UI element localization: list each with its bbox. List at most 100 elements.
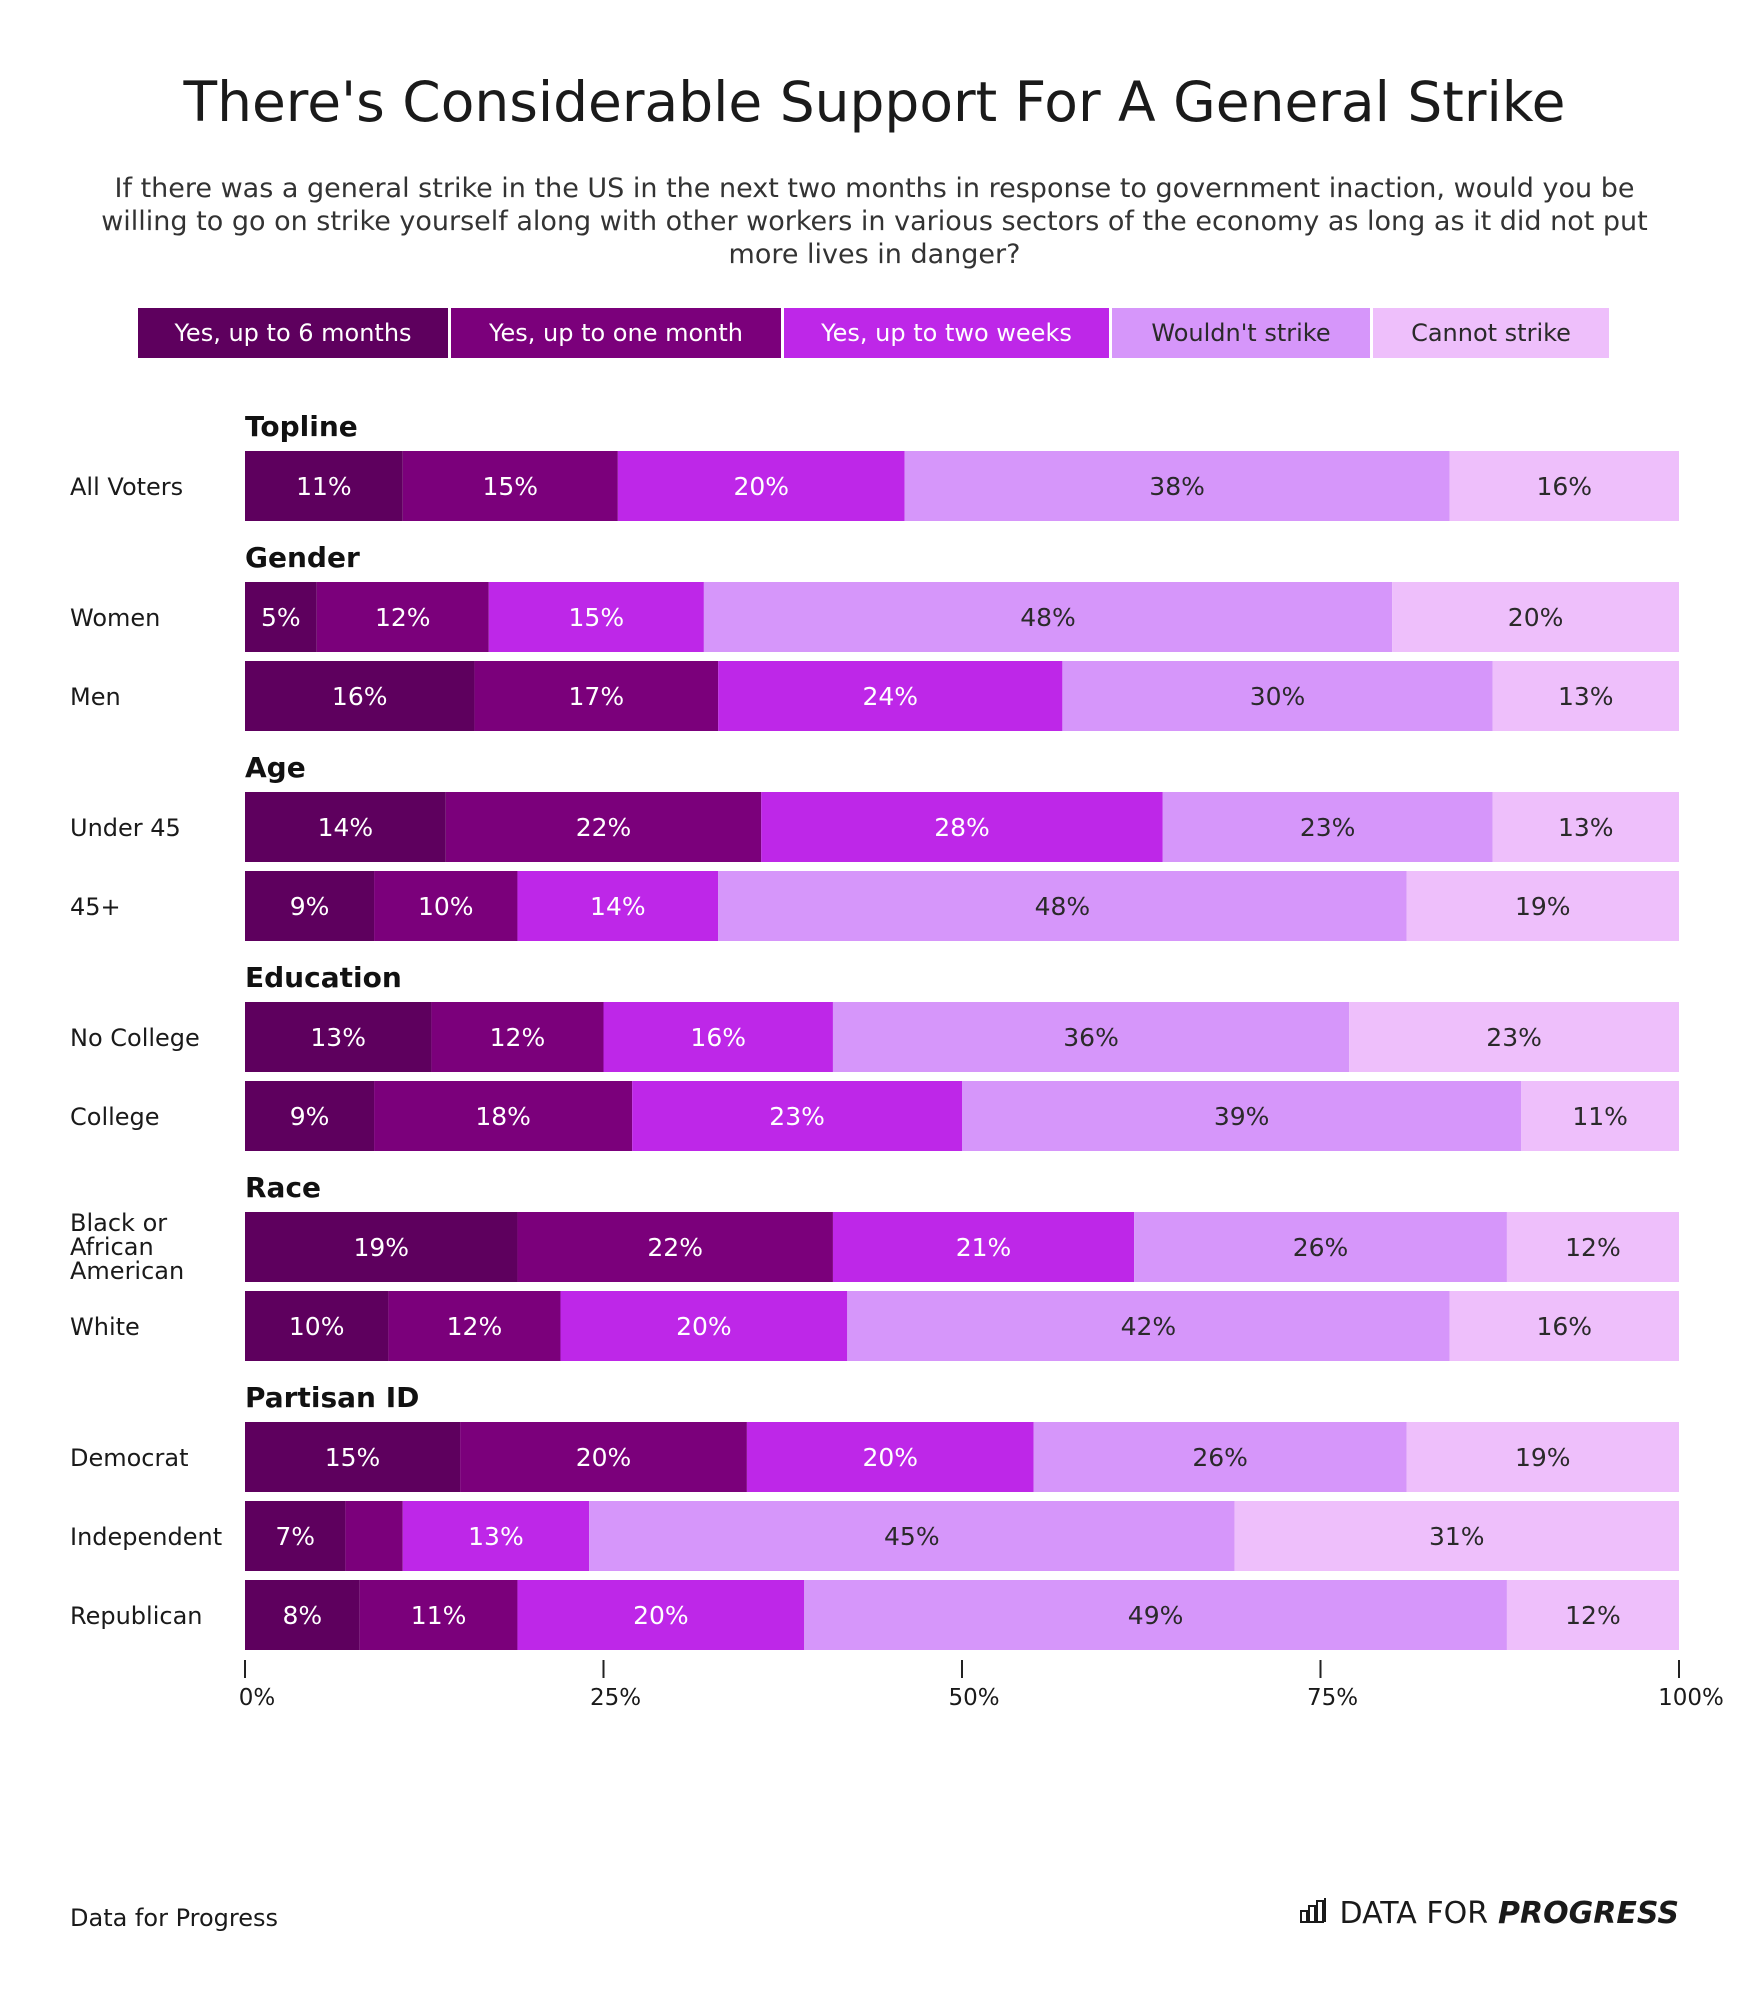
- bar-segment: [1521, 1081, 1679, 1151]
- bar-segment: [632, 1081, 962, 1151]
- data-label: 15%: [483, 472, 539, 501]
- data-label: 12%: [447, 1312, 503, 1341]
- bar-segment: [474, 661, 719, 731]
- bar-segment: [374, 1081, 633, 1151]
- data-label: 14%: [590, 892, 646, 921]
- bar-segment: [445, 792, 762, 862]
- data-label: 48%: [1020, 603, 1076, 632]
- bar-segment: [904, 451, 1450, 521]
- row-label: No College: [70, 1024, 200, 1052]
- legend-item-cannot-strike: Cannot strike: [1373, 308, 1609, 358]
- data-label: 24%: [863, 682, 919, 711]
- bar-segment: [761, 792, 1163, 862]
- bar-segment: [603, 1002, 833, 1072]
- data-label: 11%: [1572, 1102, 1628, 1131]
- data-label: 23%: [769, 1102, 825, 1131]
- row-label: Black or African American: [70, 1209, 184, 1285]
- row-label: White: [70, 1313, 140, 1341]
- row-label: Independent: [70, 1523, 222, 1551]
- bar-segment: [245, 1580, 360, 1650]
- bar-segment: [1162, 792, 1493, 862]
- data-label: 28%: [934, 813, 990, 842]
- bar-segment: [703, 582, 1393, 652]
- legend-item-yes-one-month: Yes, up to one month: [451, 308, 781, 358]
- data-label: 31%: [1429, 1522, 1485, 1551]
- row-label: Republican: [70, 1602, 203, 1630]
- bar-segment: [460, 1422, 747, 1492]
- data-label: 26%: [1293, 1233, 1349, 1262]
- data-label: 18%: [475, 1102, 531, 1131]
- bar-segment: [402, 1501, 590, 1571]
- bar-segment: [374, 871, 518, 941]
- data-label: 20%: [733, 472, 789, 501]
- data-label: 14%: [318, 813, 374, 842]
- data-label: 21%: [956, 1233, 1012, 1262]
- bar-segment: [1492, 792, 1679, 862]
- row-label: Under 45: [70, 814, 181, 842]
- group-header: Partisan ID: [245, 1381, 419, 1414]
- data-label: 16%: [690, 1023, 746, 1052]
- data-label: 11%: [296, 472, 352, 501]
- data-label: 13%: [1558, 682, 1614, 711]
- x-tick-label: 75%: [1307, 1685, 1358, 1711]
- data-label: 39%: [1214, 1102, 1270, 1131]
- bar-segment: [1506, 1580, 1679, 1650]
- bar-segment: [962, 1081, 1522, 1151]
- row-label: Men: [70, 683, 121, 711]
- bar-segment: [245, 1422, 461, 1492]
- bar-segment: [359, 1580, 518, 1650]
- data-label: 17%: [569, 682, 625, 711]
- bar-segment: [560, 1291, 848, 1361]
- data-label: 38%: [1149, 472, 1205, 501]
- bar-segment: [804, 1580, 1507, 1650]
- data-label: 12%: [1565, 1233, 1621, 1262]
- bar-segment: [1406, 871, 1679, 941]
- group-header: Age: [245, 751, 306, 784]
- bar-segment: [1033, 1422, 1407, 1492]
- chart-title: There's Considerable Support For A Gener…: [183, 70, 1566, 134]
- data-label: 5%: [261, 603, 301, 632]
- legend-item-yes-6-months: Yes, up to 6 months: [138, 308, 448, 358]
- bar-segment: [1492, 661, 1679, 731]
- stacked-bar-chart: Topline All Voters 11% 15% 20% 38% 16% Gender Wo…: [70, 410, 1724, 1711]
- data-label: 23%: [1486, 1023, 1542, 1052]
- x-tick-label: 100%: [1658, 1685, 1724, 1711]
- data-label: 13%: [1558, 813, 1614, 842]
- row-label: Women: [70, 604, 160, 632]
- bar-segment: [718, 661, 1063, 731]
- data-label: 15%: [569, 603, 625, 632]
- data-label: 15%: [325, 1443, 381, 1472]
- bar-segment: [245, 1212, 518, 1282]
- bar-segment: [1234, 1501, 1679, 1571]
- bar-segment: [1134, 1212, 1507, 1282]
- group-header: Race: [245, 1171, 321, 1204]
- bar-segment: [245, 451, 403, 521]
- bar-segment: [746, 1422, 1034, 1492]
- x-tick-label: 50%: [948, 1685, 999, 1711]
- data-label: 16%: [1536, 1312, 1592, 1341]
- group-header: Gender: [245, 541, 360, 574]
- chart-subtitle: If there was a general strike in the US …: [101, 173, 1648, 270]
- data-label: 13%: [468, 1522, 524, 1551]
- data-label: 48%: [1035, 892, 1091, 921]
- data-label: 20%: [633, 1601, 689, 1630]
- bar-segment: [1506, 1212, 1679, 1282]
- row-label: Democrat: [70, 1444, 189, 1472]
- data-label: 26%: [1192, 1443, 1248, 1472]
- bar-segment: [316, 582, 489, 652]
- bar-segment: [245, 661, 475, 731]
- data-label: 19%: [1515, 892, 1571, 921]
- group-header: Education: [245, 961, 402, 994]
- bar-segment: [718, 871, 1407, 941]
- data-label: 11%: [411, 1601, 467, 1630]
- data-label: 36%: [1063, 1023, 1119, 1052]
- bar-segment: [517, 871, 719, 941]
- data-label: 45%: [884, 1522, 940, 1551]
- bar-segment: [402, 451, 618, 521]
- row-label: 45+: [70, 893, 121, 921]
- data-label: 20%: [1508, 603, 1564, 632]
- data-label: 49%: [1128, 1601, 1184, 1630]
- data-label: 20%: [863, 1443, 919, 1472]
- bar-segment: [847, 1291, 1450, 1361]
- bar-segment: [388, 1291, 561, 1361]
